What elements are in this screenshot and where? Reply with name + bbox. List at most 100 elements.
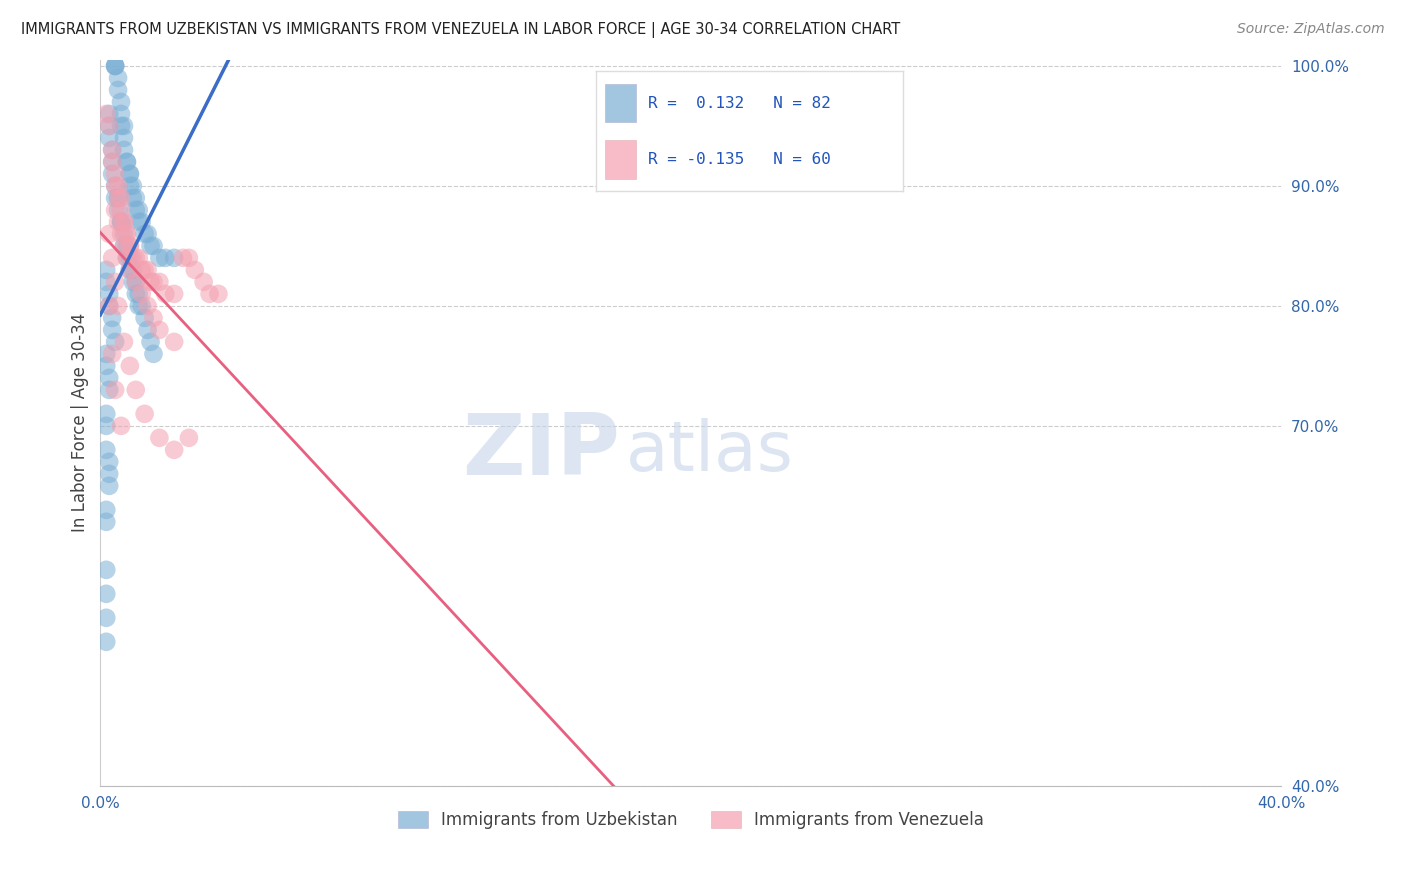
Point: [125, 191, 148, 205]
Point: [134, 407, 156, 421]
Point: [101, 155, 124, 169]
Point: [115, 251, 138, 265]
Point: [128, 251, 150, 265]
Point: [142, 239, 165, 253]
Point: [101, 251, 124, 265]
Point: [131, 263, 153, 277]
Point: [98, 467, 121, 481]
Point: [184, 263, 207, 277]
Point: [107, 299, 129, 313]
Point: [98, 383, 121, 397]
Point: [104, 59, 127, 73]
Point: [101, 323, 124, 337]
Point: [107, 70, 129, 85]
Point: [96, 611, 118, 625]
Point: [110, 215, 132, 229]
Point: [112, 119, 135, 133]
Point: [115, 155, 138, 169]
Point: [148, 251, 170, 265]
Point: [193, 275, 215, 289]
Point: [110, 215, 132, 229]
Point: [110, 191, 132, 205]
Point: [110, 95, 132, 109]
Point: [125, 286, 148, 301]
Point: [134, 310, 156, 325]
Point: [98, 371, 121, 385]
Point: [163, 251, 186, 265]
Point: [107, 191, 129, 205]
Point: [112, 131, 135, 145]
Point: [118, 167, 141, 181]
Point: [125, 202, 148, 217]
Point: [118, 239, 141, 253]
Point: [96, 347, 118, 361]
Point: [98, 227, 121, 241]
Point: [177, 431, 200, 445]
Point: [118, 263, 141, 277]
Point: [98, 299, 121, 313]
Point: [118, 178, 141, 193]
Point: [148, 431, 170, 445]
Point: [104, 59, 127, 73]
Point: [125, 275, 148, 289]
Point: [112, 215, 135, 229]
Point: [118, 251, 141, 265]
Point: [104, 334, 127, 349]
Point: [128, 299, 150, 313]
Point: [96, 587, 118, 601]
Point: [139, 239, 162, 253]
Point: [101, 310, 124, 325]
Point: [96, 442, 118, 457]
Point: [104, 59, 127, 73]
Point: [101, 155, 124, 169]
Point: [136, 299, 159, 313]
Point: [98, 119, 121, 133]
Point: [98, 299, 121, 313]
Point: [163, 286, 186, 301]
Y-axis label: In Labor Force | Age 30-34: In Labor Force | Age 30-34: [72, 313, 89, 533]
Point: [98, 107, 121, 121]
Point: [98, 119, 121, 133]
Point: [96, 263, 118, 277]
Point: [96, 418, 118, 433]
Point: [112, 215, 135, 229]
Point: [107, 215, 129, 229]
Point: [121, 178, 143, 193]
Point: [136, 323, 159, 337]
Point: [98, 455, 121, 469]
Point: [96, 563, 118, 577]
Point: [142, 275, 165, 289]
Point: [110, 418, 132, 433]
Point: [142, 310, 165, 325]
Point: [110, 202, 132, 217]
Point: [96, 107, 118, 121]
Point: [198, 286, 221, 301]
Point: [107, 202, 129, 217]
Point: [96, 275, 118, 289]
Point: [177, 251, 200, 265]
Point: [125, 251, 148, 265]
Point: [172, 251, 194, 265]
Point: [148, 275, 170, 289]
Point: [134, 227, 156, 241]
Point: [118, 359, 141, 373]
Point: [112, 334, 135, 349]
Point: [121, 263, 143, 277]
Point: [112, 239, 135, 253]
Point: [125, 275, 148, 289]
Text: atlas: atlas: [626, 418, 793, 485]
Text: Source: ZipAtlas.com: Source: ZipAtlas.com: [1237, 22, 1385, 37]
Point: [121, 251, 143, 265]
Point: [98, 479, 121, 493]
Point: [101, 167, 124, 181]
Point: [121, 191, 143, 205]
Point: [115, 227, 138, 241]
Point: [131, 286, 153, 301]
Point: [115, 251, 138, 265]
Point: [110, 107, 132, 121]
Point: [118, 167, 141, 181]
Point: [98, 131, 121, 145]
Point: [112, 143, 135, 157]
Legend: Immigrants from Uzbekistan, Immigrants from Venezuela: Immigrants from Uzbekistan, Immigrants f…: [391, 804, 991, 836]
Point: [155, 251, 177, 265]
